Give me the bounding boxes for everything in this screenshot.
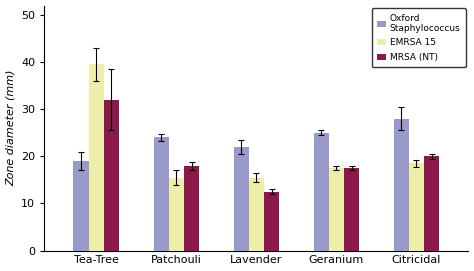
Bar	[393, 119, 409, 251]
Bar	[329, 168, 344, 251]
Bar	[104, 100, 119, 251]
Bar	[169, 178, 184, 251]
Bar	[73, 161, 89, 251]
Legend: Oxford
Staphylococcus, EMRSA 15, MRSA (NT): Oxford Staphylococcus, EMRSA 15, MRSA (N…	[372, 8, 466, 67]
Bar	[424, 156, 439, 251]
Bar	[344, 168, 359, 251]
Bar	[89, 64, 104, 251]
Y-axis label: Zone diameter (mm): Zone diameter (mm)	[6, 70, 16, 186]
Bar	[234, 147, 249, 251]
Bar	[264, 192, 279, 251]
Bar	[409, 163, 424, 251]
Bar	[184, 166, 199, 251]
Bar	[154, 137, 169, 251]
Bar	[314, 133, 329, 251]
Bar	[249, 178, 264, 251]
